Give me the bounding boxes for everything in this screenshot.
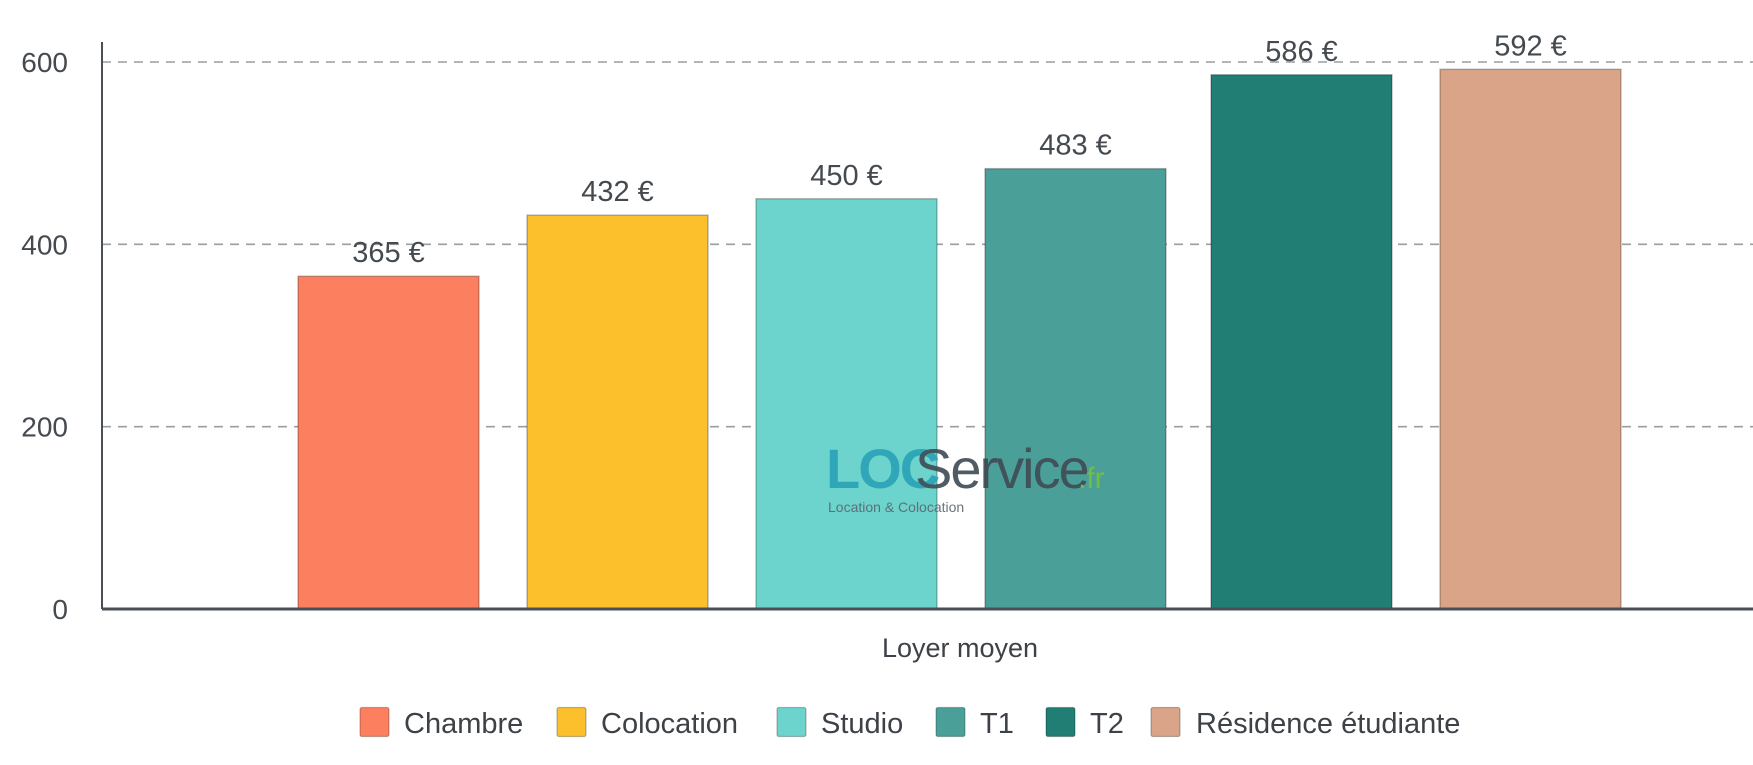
- legend: Chambre Colocation Studio T1 T2 Résidence étu…: [359, 706, 1460, 741]
- data-label-colocation: 432 €: [581, 176, 654, 208]
- data-label-chambre: 365 €: [352, 237, 425, 269]
- y-tick-label: 0: [52, 594, 68, 625]
- watermark-brand-loc: LOC: [826, 437, 939, 500]
- legend-item-residence-etudiante[interactable]: Résidence étudiante: [1150, 706, 1460, 741]
- bar-residence-etudiante[interactable]: [1439, 68, 1622, 610]
- y-tick-label: 200: [21, 412, 68, 443]
- y-tick-label: 400: [21, 229, 68, 260]
- data-label-studio: 450 €: [810, 160, 883, 192]
- legend-item-chambre[interactable]: Chambre: [359, 706, 523, 741]
- y-axis-tick-labels: 0 200 400 600: [21, 47, 68, 625]
- legend-label: Chambre: [404, 708, 523, 740]
- legend-swatch: [1150, 706, 1181, 738]
- data-label-t2: 586 €: [1265, 36, 1338, 68]
- legend-label: T1: [980, 708, 1014, 740]
- legend-swatch: [359, 706, 390, 738]
- legend-item-studio[interactable]: Studio: [776, 706, 903, 741]
- bar-chambre[interactable]: [297, 275, 480, 610]
- legend-item-colocation[interactable]: Colocation: [556, 706, 738, 741]
- watermark-logo: LOC Service .fr Location & Colocation: [826, 437, 1105, 515]
- bar-t1[interactable]: [984, 167, 1167, 610]
- legend-label: Studio: [821, 708, 903, 740]
- legend-swatch: [1045, 706, 1076, 738]
- data-label-residence-etudiante: 592 €: [1494, 30, 1567, 62]
- legend-swatch: [935, 706, 966, 738]
- watermark-brand-fr: .fr: [1078, 462, 1105, 495]
- legend-label: T2: [1090, 708, 1124, 740]
- y-tick-label: 600: [21, 47, 68, 78]
- watermark-tagline: Location & Colocation: [828, 499, 964, 515]
- legend-label: Résidence étudiante: [1196, 708, 1460, 740]
- legend-item-t2[interactable]: T2: [1045, 706, 1124, 741]
- legend-swatch: [556, 706, 587, 738]
- watermark-brand-service: Service: [915, 437, 1088, 500]
- data-label-t1: 483 €: [1039, 130, 1112, 162]
- bar-studio[interactable]: [755, 198, 938, 610]
- data-labels: 365 € 432 € 450 € 483 € 586 € 592 €: [352, 30, 1567, 269]
- legend-swatch: [776, 706, 807, 738]
- bars: [297, 68, 1622, 610]
- bar-t2[interactable]: [1210, 74, 1393, 610]
- x-axis-title: Loyer moyen: [882, 633, 1038, 663]
- legend-label: Colocation: [601, 708, 738, 740]
- bar-colocation[interactable]: [526, 214, 709, 610]
- legend-item-t1[interactable]: T1: [935, 706, 1014, 741]
